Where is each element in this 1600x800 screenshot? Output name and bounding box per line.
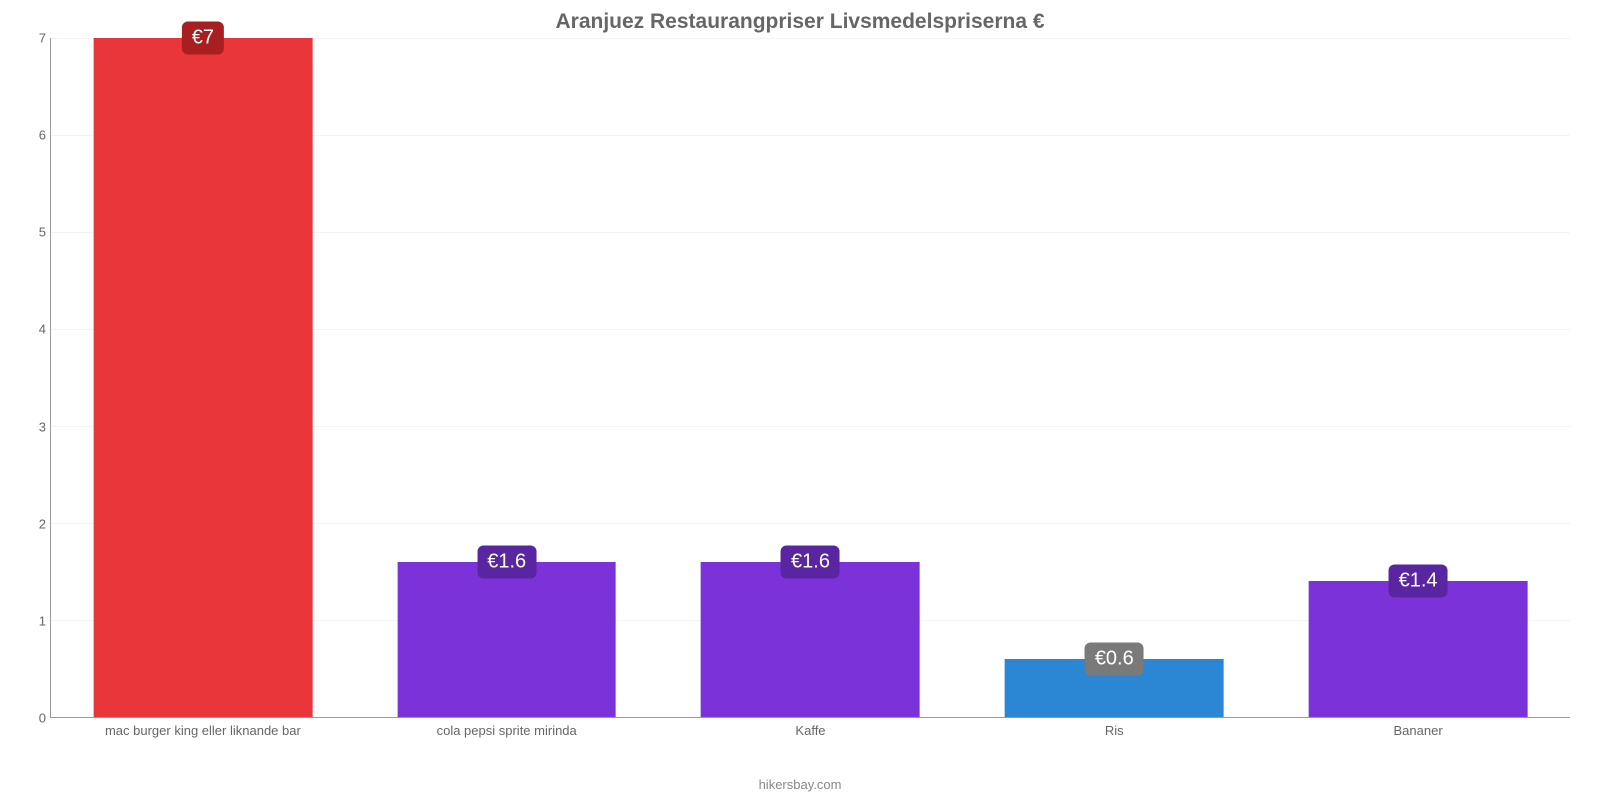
value-badge: €1.4 [1389, 565, 1448, 598]
value-badge: €1.6 [477, 545, 536, 578]
bar [1309, 581, 1528, 717]
chart-footer: hikersbay.com [0, 777, 1600, 792]
bar [397, 562, 616, 717]
bar-slot: €7mac burger king eller liknande bar [51, 38, 355, 717]
y-axis-tick: 6 [32, 128, 46, 143]
y-axis-tick: 2 [32, 516, 46, 531]
bars-container: €7mac burger king eller liknande bar€1.6… [51, 38, 1570, 717]
value-badge: €1.6 [781, 545, 840, 578]
x-axis-label: mac burger king eller liknande bar [105, 717, 301, 738]
plot-region: €7mac burger king eller liknande bar€1.6… [50, 38, 1570, 718]
y-axis-tick: 5 [32, 225, 46, 240]
y-axis-tick: 7 [32, 31, 46, 46]
y-axis-tick: 3 [32, 419, 46, 434]
value-badge: €7 [182, 22, 224, 55]
bar [94, 38, 313, 717]
bar-slot: €0.6Ris [962, 38, 1266, 717]
y-axis-tick: 1 [32, 613, 46, 628]
y-axis-tick: 0 [32, 711, 46, 726]
bar-slot: €1.6cola pepsi sprite mirinda [355, 38, 659, 717]
y-axis-tick: 4 [32, 322, 46, 337]
bar-slot: €1.4Bananer [1266, 38, 1570, 717]
chart-title: Aranjuez Restaurangpriser Livsmedelspris… [0, 0, 1600, 34]
value-badge: €0.6 [1085, 642, 1144, 675]
bar-slot: €1.6Kaffe [659, 38, 963, 717]
x-axis-label: Bananer [1394, 717, 1443, 738]
chart-area: €7mac burger king eller liknande bar€1.6… [50, 38, 1570, 718]
x-axis-label: cola pepsi sprite mirinda [437, 717, 577, 738]
x-axis-label: Kaffe [795, 717, 825, 738]
x-axis-label: Ris [1105, 717, 1124, 738]
bar [701, 562, 920, 717]
